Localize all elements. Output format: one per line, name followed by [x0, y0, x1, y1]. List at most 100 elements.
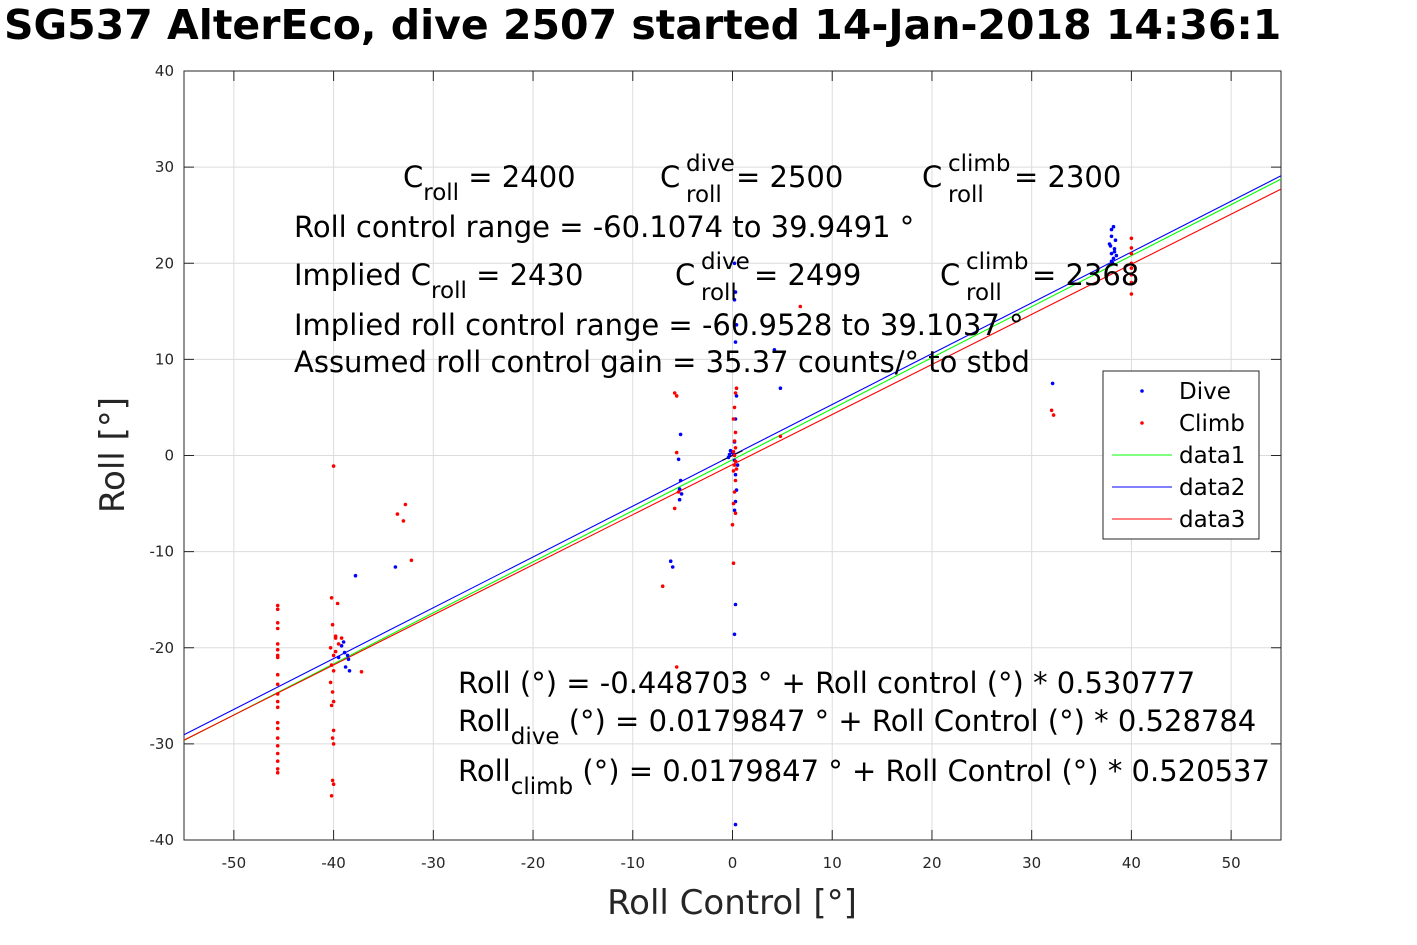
point-climb	[331, 742, 336, 746]
point-climb	[275, 770, 280, 775]
y-tick-label: 10	[155, 350, 174, 368]
x-tick-label: -40	[321, 854, 346, 872]
point-climb	[731, 449, 736, 454]
point-dive	[1110, 261, 1115, 266]
legend-data2-label: data2	[1179, 475, 1245, 501]
point-climb	[329, 663, 334, 667]
annotation-fit-dive: Rolldive (°) = 0.0179847 ° + Roll Contro…	[458, 704, 1256, 750]
legend-data3-label: data3	[1179, 507, 1245, 533]
point-climb	[335, 601, 340, 606]
point-climb	[401, 519, 406, 523]
point-climb	[732, 405, 737, 410]
point-climb	[275, 705, 280, 710]
point-climb	[331, 699, 336, 704]
point-climb	[330, 736, 335, 740]
point-dive	[733, 290, 738, 294]
point-climb	[330, 690, 335, 694]
annotation-implied-c-roll-climb: C	[940, 258, 960, 292]
point-dive	[1111, 256, 1116, 261]
point-climb	[732, 490, 737, 494]
fit-lines	[183, 175, 1282, 741]
series-line-data3	[183, 188, 1282, 741]
point-climb	[731, 417, 736, 421]
x-tick-label: 20	[922, 854, 941, 872]
x-tick-label: 40	[1122, 854, 1141, 872]
point-dive	[1050, 381, 1055, 386]
annotation-implied-c-roll: Implied Croll = 2430	[294, 258, 583, 304]
point-dive	[677, 487, 682, 491]
point-dive	[772, 348, 777, 352]
point-climb	[1129, 246, 1134, 250]
point-climb	[674, 394, 679, 398]
series-line-origin	[722, 450, 743, 461]
point-climb	[329, 703, 334, 708]
annotation-range: Roll control range = -60.1074 to 39.9491…	[294, 210, 914, 244]
point-climb	[275, 720, 280, 725]
point-climb	[328, 646, 333, 650]
point-climb	[275, 726, 280, 731]
point-climb	[331, 653, 336, 658]
point-dive	[341, 640, 346, 644]
point-dive	[733, 340, 738, 344]
point-climb	[732, 463, 737, 467]
point-climb	[733, 459, 738, 464]
point-climb	[731, 561, 736, 565]
point-climb	[733, 511, 738, 515]
chart-title: SG537 AlterEco, dive 2507 started 14-Jan…	[4, 1, 1282, 49]
annotation-implied-c-roll-dive: C	[675, 258, 695, 292]
x-axis-label: Roll Control [°]	[607, 883, 857, 923]
point-climb	[275, 626, 280, 631]
point-climb	[732, 453, 737, 458]
axis-ticks: -50 -40 -30 -20 -10 0 10 20 30 40 50 -40 -30 -20 -10 0 1…	[150, 62, 1281, 872]
point-climb	[395, 512, 400, 516]
point-dive	[727, 452, 732, 457]
point-dive	[342, 650, 347, 655]
annotation-c-roll-climb-sub: roll	[948, 182, 984, 208]
y-tick-label: -20	[150, 639, 175, 657]
y-tick-label: 30	[155, 158, 174, 176]
point-climb	[333, 634, 338, 638]
point-dive	[1108, 244, 1113, 248]
point-climb	[275, 672, 280, 677]
point-dive	[732, 632, 737, 637]
point-climb	[275, 647, 280, 652]
y-tick-label: 40	[155, 62, 174, 80]
x-tick-label: 30	[1022, 854, 1041, 872]
point-climb	[275, 682, 280, 687]
x-tick-label: -50	[222, 854, 247, 872]
point-climb	[1049, 408, 1054, 413]
point-dive	[678, 432, 683, 437]
point-dive	[670, 565, 675, 569]
point-dive	[726, 455, 731, 460]
point-climb	[329, 794, 334, 798]
legend-dive-label: Dive	[1179, 379, 1231, 405]
point-climb	[1129, 251, 1134, 256]
point-dive	[732, 508, 737, 513]
point-dive	[336, 655, 341, 660]
point-climb	[731, 469, 736, 473]
point-climb	[328, 680, 333, 685]
series-line-data1	[183, 178, 1282, 741]
point-dive	[1114, 253, 1119, 258]
point-dive	[1111, 224, 1116, 229]
point-climb	[275, 692, 280, 696]
point-climb	[275, 655, 280, 660]
point-climb	[674, 665, 679, 669]
y-tick-label: -40	[150, 831, 175, 849]
point-climb	[330, 622, 335, 627]
point-climb	[1051, 413, 1056, 417]
point-dive	[679, 492, 684, 496]
point-climb	[672, 391, 677, 395]
point-dive	[735, 463, 740, 467]
point-climb	[409, 558, 414, 563]
point-climb	[275, 642, 280, 646]
point-climb	[336, 642, 341, 646]
point-climb	[275, 621, 280, 625]
annotation-gain: Assumed roll control gain = 35.37 counts…	[294, 345, 1030, 379]
annotation-c-roll: Croll = 2400	[403, 160, 576, 206]
annotation-c-roll-climb: C	[922, 160, 942, 194]
point-dive	[346, 657, 351, 662]
legend-climb-marker	[1140, 421, 1144, 425]
point-climb	[275, 759, 280, 763]
